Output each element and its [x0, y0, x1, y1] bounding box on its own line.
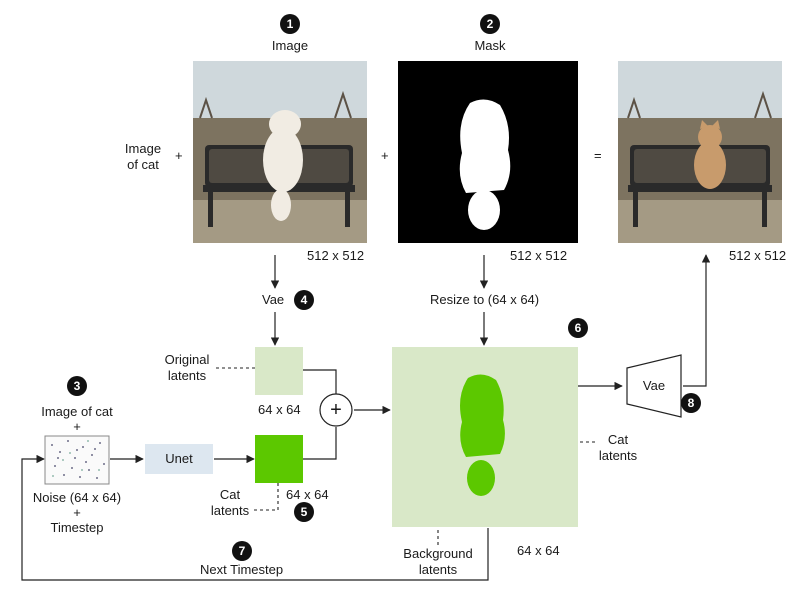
cat-latents-label: Cat latents — [205, 487, 255, 519]
cat-latents-right-line2: latents — [598, 448, 638, 463]
cat-latents-line2: latents — [210, 503, 250, 518]
original-latents-box — [255, 347, 303, 395]
noise-image-of-cat-label: Image of cat — [41, 404, 113, 419]
mask-panel-shape — [398, 61, 578, 243]
plus-operator-1: + — [175, 148, 183, 163]
arrow-next-timestep-loop — [21, 454, 489, 581]
original-latents-line1: Original — [164, 352, 210, 367]
unet-box — [145, 444, 213, 474]
original-latents-line2: latents — [167, 368, 207, 383]
vae-decoder-shape — [626, 354, 682, 418]
image-of-cat-line2: of cat — [127, 157, 159, 172]
line-original-to-sum — [303, 369, 337, 395]
image-size-label: 512 x 512 — [307, 248, 365, 263]
combined-latents — [392, 347, 578, 527]
result-size-label: 512 x 512 — [729, 248, 787, 263]
result-panel-photo — [618, 61, 782, 243]
noise-image — [44, 435, 110, 485]
cat-latents-right-label: Cat latents — [595, 432, 641, 464]
background-latents-line1: Background — [403, 546, 473, 561]
original-latents-label: Original latents — [152, 352, 222, 384]
next-timestep-label: Next Timestep — [200, 562, 284, 577]
plus-noise-operator: + — [73, 419, 81, 434]
step-4-badge: 4 — [294, 290, 314, 310]
resize-label: Resize to (64 x 64) — [430, 292, 540, 307]
cat-latents-size: 64 x 64 — [286, 487, 329, 502]
step-5-badge: 5 — [294, 502, 314, 522]
step-8-badge: 8 — [681, 393, 701, 413]
combined-latents-size: 64 x 64 — [517, 543, 560, 558]
step-7-badge: 7 — [232, 541, 252, 561]
plus-timestep-operator: + — [73, 505, 81, 520]
step-2-badge: 2 — [480, 14, 500, 34]
sum-node — [319, 393, 353, 427]
background-latents-line2: latents — [418, 562, 458, 577]
step-3-badge: 3 — [67, 376, 87, 396]
unet-label: Unet — [165, 451, 193, 466]
step-6-badge: 6 — [568, 318, 588, 338]
vae-decode-label: Vae — [642, 378, 666, 393]
vae-encode-label: Vae — [262, 292, 285, 307]
image-panel-photo — [193, 61, 367, 243]
timestep-label: Timestep — [50, 520, 104, 535]
original-latents-size: 64 x 64 — [258, 402, 301, 417]
cat-latents-line1: Cat — [219, 487, 241, 502]
background-latents-label: Background latents — [390, 546, 486, 578]
mask-size-label: 512 x 512 — [510, 248, 568, 263]
equals-operator: = — [594, 148, 602, 163]
step-1-badge: 1 — [280, 14, 300, 34]
mask-panel-title: Mask — [474, 38, 506, 53]
image-of-cat-line1: Image — [124, 141, 162, 156]
image-panel-title: Image — [271, 38, 309, 53]
line-cat-to-sum — [303, 427, 337, 460]
noise-label: Noise (64 x 64) — [32, 490, 122, 505]
cat-latents-right-line1: Cat — [607, 432, 629, 447]
arrow-vae-to-result — [683, 254, 711, 387]
plus-operator-2: + — [381, 148, 389, 163]
cat-latents-box — [255, 435, 303, 483]
image-of-cat-label: Image of cat — [110, 141, 176, 173]
sum-symbol: + — [330, 399, 342, 421]
